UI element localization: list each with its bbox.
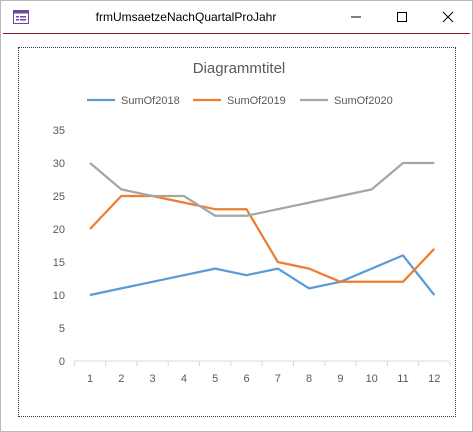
series-line-SumOf2019 [89,194,436,283]
y-tick-label: 10 [53,290,65,302]
x-tick-label: 12 [428,373,440,385]
y-tick-label: 25 [53,191,65,203]
x-tick-label: 3 [150,373,156,385]
form-icon[interactable] [13,10,29,24]
maximize-button[interactable] [379,1,425,33]
x-axis: 1 2 3 4 5 6 7 8 9 10 11 12 [73,360,451,385]
maximize-icon [397,12,407,22]
y-axis-labels: 0 5 10 15 20 25 30 35 [53,125,65,368]
legend-label: SumOf2018 [121,95,180,107]
x-tick-label: 9 [337,373,343,385]
x-tick-label: 11 [397,373,408,385]
y-tick-label: 35 [53,125,65,137]
x-tick-label: 4 [181,373,187,385]
x-tick-label: 1 [87,373,93,385]
legend-label: SumOf2020 [334,95,393,107]
line-chart: Diagrammtitel SumOf2018 SumOf2019 SumOf202… [53,60,451,385]
x-tick-label: 8 [306,373,312,385]
x-tick-label: 2 [118,373,124,385]
series-line-SumOf2018 [89,254,436,297]
x-tick-label: 10 [366,373,378,385]
minimize-icon [351,16,361,18]
close-button[interactable] [425,1,471,33]
chart-title: Diagrammtitel [193,60,286,77]
series-line-SumOf2020 [89,161,435,217]
x-tick-label: 6 [243,373,249,385]
legend-label: SumOf2019 [227,95,286,107]
title-bar-divider [3,33,470,34]
y-tick-label: 30 [53,158,65,170]
window-title: frmUmsaetzeNachQuartalProJahr [95,10,277,24]
legend: SumOf2018 SumOf2019 SumOf2020 [87,95,393,107]
y-tick-label: 15 [53,257,65,269]
chart-frame[interactable]: Diagrammtitel SumOf2018 SumOf2019 SumOf202… [18,47,456,417]
y-tick-label: 0 [59,356,65,368]
x-tick-label: 7 [275,373,281,385]
y-tick-label: 20 [53,224,65,236]
x-tick-label: 5 [212,373,218,385]
close-icon [442,11,454,23]
series-lines [89,161,436,297]
minimize-button[interactable] [333,1,379,33]
y-tick-label: 5 [59,323,65,335]
title-bar[interactable]: frmUmsaetzeNachQuartalProJahr [1,1,472,33]
